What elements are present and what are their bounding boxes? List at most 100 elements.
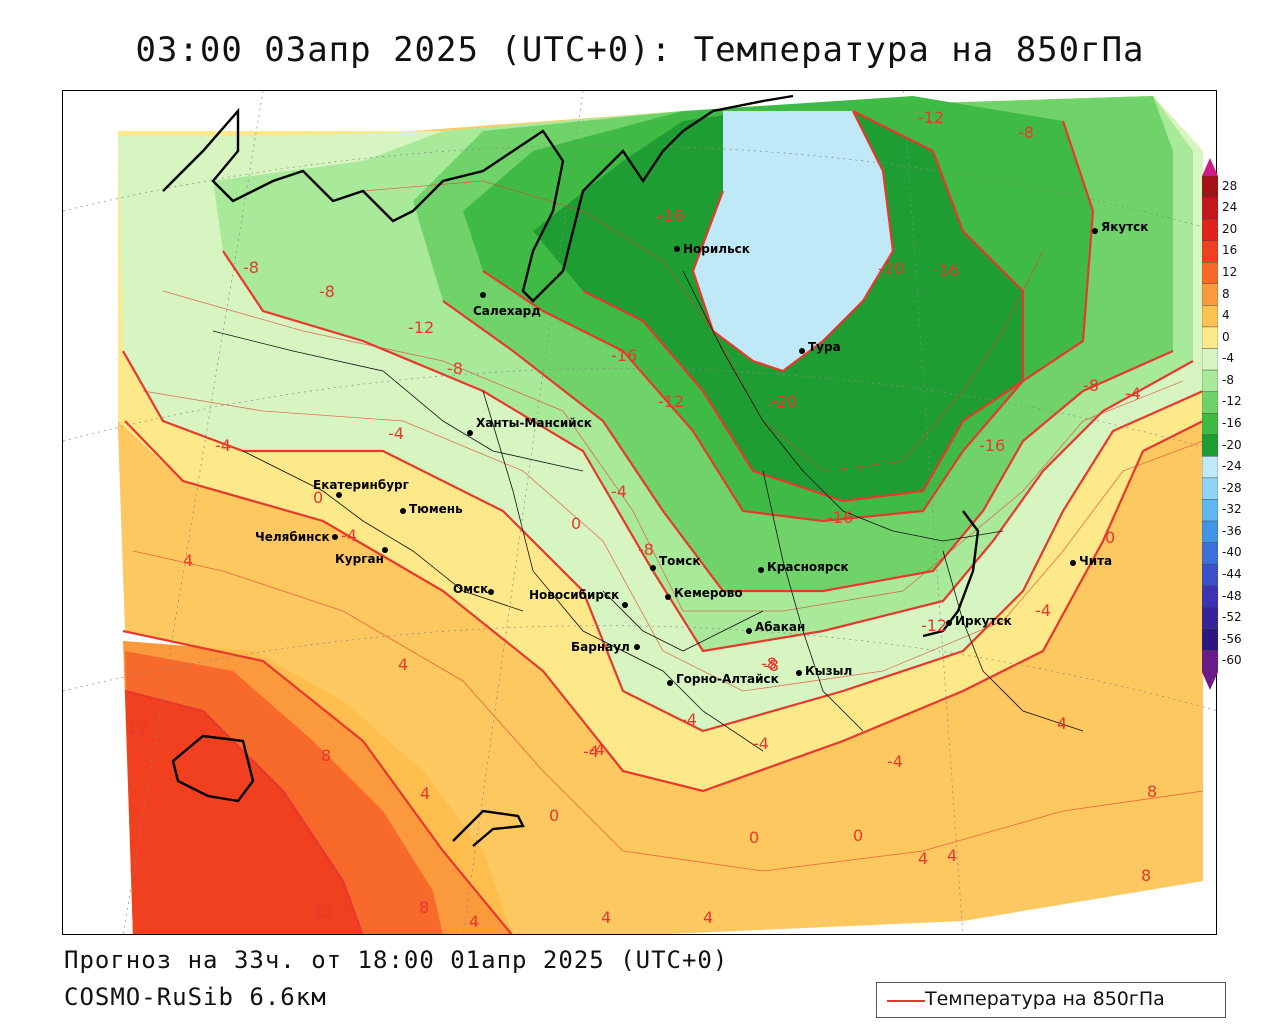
colorbar-tick-label: -40 [1222,545,1242,560]
colorbar-tick-label: -48 [1222,588,1242,603]
isotherm-labels: -12 -8 -16 -8 -8 -12 -16 -20 -16 -20 -16… [127,108,1157,931]
legend: Температура на 850гПа [876,982,1226,1018]
colorbar-tick-label: 8 [1222,286,1230,301]
iso-label: 4 [183,551,193,570]
city-novosibirsk: Новосибирск [529,588,619,602]
colorbar-tick-label: -16 [1222,416,1242,430]
colorbar-cell [1202,434,1218,457]
colorbar-cell [1202,262,1218,285]
iso-label: -8 [763,656,779,675]
chart-title: 03:00 03апр 2025 (UTC+0): Температура на… [135,30,1145,70]
colorbar-tick-label: -32 [1222,502,1242,517]
latlon-grid [63,91,1216,934]
colorbar-tick-label: -60 [1222,653,1242,668]
colorbar-cell [1202,456,1218,479]
colorbar-tick-label: 16 [1222,243,1238,258]
colorbar-tick-label: 28 [1222,178,1238,193]
iso-label: -8 [1018,123,1034,142]
colorbar-tick-label: -52 [1222,610,1242,625]
iso-label: 0 [571,514,581,533]
temperature-map-svg: Норильск Салехард Тура Якутск Ханты-Манс… [63,91,1216,934]
colorbar-cell [1202,607,1218,630]
admin-borders [212,270,1084,752]
iso-label: -20 [771,392,797,411]
iso-label: 12 [127,718,147,737]
iso-label: 8 [1141,866,1151,885]
iso-label: -20 [878,259,904,278]
legend-label: Температура на 850гПа [925,988,1165,1010]
city-norilsk: Норильск [683,242,750,256]
iso-label: -4 [681,710,697,729]
iso-label: 8 [321,746,331,765]
iso-label: -16 [933,261,959,280]
iso-label: -4 [753,734,769,753]
city-yekaterinburg: Екатеринбург [313,478,409,492]
colorbar-tick-label: -20 [1222,437,1242,452]
map-area[interactable]: Норильск Салехард Тура Якутск Ханты-Манс… [62,90,1217,935]
model-info: COSMO-RuSib 6.6км [64,983,327,1011]
colorbar-tick-label: -24 [1222,459,1242,474]
iso-label: -4 [887,752,903,771]
temperature-colorbar [1202,158,1218,690]
temp-zone-minus24 [693,111,893,371]
iso-label: 4 [918,849,928,868]
city-irkutsk: Иркутск [955,614,1012,628]
city-markers: Норильск Салехард Тура Якутск Ханты-Манс… [255,220,1148,686]
colorbar-cell [1202,391,1218,414]
colorbar-tick-label: -36 [1222,523,1242,538]
iso-label: -8 [243,258,259,277]
colorbar-cell [1202,175,1218,198]
city-krasnoyarsk: Красноярск [767,560,849,574]
iso-label: 4 [1057,714,1067,733]
iso-label: 8 [419,898,429,917]
iso-label: -4 [1035,601,1051,620]
iso-label: -16 [658,206,684,225]
city-tyumen: Тюмень [409,502,463,516]
city-omsk: Омск [453,582,488,596]
iso-label: -8 [638,540,654,559]
colorbar-tick-label: 24 [1222,200,1238,215]
iso-label: -4 [388,424,404,443]
iso-label: -8 [319,282,335,301]
colorbar-tick-label: -28 [1222,480,1242,495]
iso-label: 0 [749,828,759,847]
colorbar-tick-label: 20 [1222,221,1238,236]
city-tura: Тура [808,340,841,354]
iso-label: -12 [658,392,684,411]
colorbar-tick-label: 12 [1222,265,1238,280]
city-kemerovo: Кемерово [674,586,743,600]
colorbar-cell [1202,650,1218,673]
colorbar-cell [1202,628,1218,651]
city-barnaul: Барнаул [571,640,630,654]
iso-label: 12 [313,902,333,921]
legend-line-swatch [887,1000,925,1002]
iso-label: -4 [611,482,627,501]
city-yakutsk: Якутск [1101,220,1148,234]
iso-label: 4 [947,846,957,865]
colorbar-cell [1202,283,1218,306]
city-kurgan: Курган [335,552,384,566]
iso-label: 4 [398,655,408,674]
iso-label: 0 [549,806,559,825]
colorbar-tick-label: 4 [1222,308,1230,323]
colorbar-cell [1202,218,1218,241]
colorbar-cell [1202,585,1218,608]
forecast-info: Прогноз на 33ч. от 18:00 01апр 2025 (UTC… [64,946,729,974]
colorbar-tick-label: -4 [1222,351,1234,366]
iso-label: 0 [313,488,323,507]
city-kyzyl: Кызыл [805,664,852,678]
colorbar-cell [1202,326,1218,349]
iso-label: 4 [601,908,611,927]
iso-label: -12 [918,108,944,127]
iso-label: -4 [341,526,357,545]
colorbar-bottom-arrow [1202,672,1218,690]
colorbar-cell [1202,563,1218,586]
iso-label: 4 [420,784,430,803]
colorbar-tick-label: -44 [1222,566,1242,581]
iso-label: 4 [469,912,479,931]
colorbar-top-arrow [1202,158,1218,176]
colorbar-cell [1202,305,1218,328]
colorbar-tick-label: -8 [1222,372,1234,387]
iso-label: -16 [979,436,1005,455]
city-chita: Чита [1079,554,1112,568]
